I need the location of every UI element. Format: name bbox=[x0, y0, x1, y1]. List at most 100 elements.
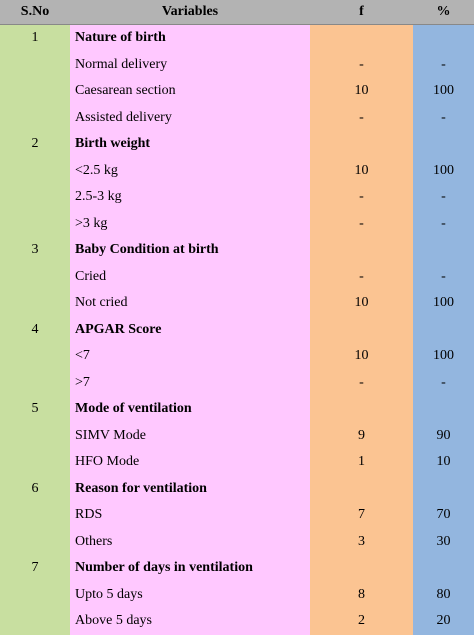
cell-f: 3 bbox=[310, 528, 413, 555]
table-row: Normal delivery - - bbox=[0, 51, 474, 78]
table-row: Above 5 days 2 20 bbox=[0, 608, 474, 635]
cell-pct: - bbox=[413, 263, 474, 290]
cell-f: - bbox=[310, 210, 413, 237]
table-row: SIMV Mode 9 90 bbox=[0, 422, 474, 449]
cell-pct: 100 bbox=[413, 343, 474, 370]
cell-sno: 5 bbox=[0, 396, 70, 423]
cell-sno: 4 bbox=[0, 316, 70, 343]
cell-variable: Above 5 days bbox=[70, 608, 310, 635]
table-row: Caesarean section 10 100 bbox=[0, 78, 474, 105]
cell-variable: Not cried bbox=[70, 290, 310, 317]
header-pct: % bbox=[413, 0, 474, 25]
cell-f: 8 bbox=[310, 581, 413, 608]
cell-f bbox=[310, 475, 413, 502]
section-row: 1 Nature of birth bbox=[0, 24, 474, 52]
cell-pct bbox=[413, 396, 474, 423]
cell-sno: 3 bbox=[0, 237, 70, 264]
cell-sno bbox=[0, 528, 70, 555]
cell-variable: Caesarean section bbox=[70, 78, 310, 105]
cell-variable: Cried bbox=[70, 263, 310, 290]
cell-section-title: Number of days in ventilation bbox=[70, 555, 310, 582]
cell-pct bbox=[413, 475, 474, 502]
cell-variable: Normal delivery bbox=[70, 51, 310, 78]
cell-pct: - bbox=[413, 51, 474, 78]
section-row: 3 Baby Condition at birth bbox=[0, 237, 474, 264]
cell-variable: Others bbox=[70, 528, 310, 555]
cell-f: 10 bbox=[310, 343, 413, 370]
cell-pct: 20 bbox=[413, 608, 474, 635]
cell-pct: 70 bbox=[413, 502, 474, 529]
cell-pct bbox=[413, 555, 474, 582]
cell-sno bbox=[0, 449, 70, 476]
cell-pct: 100 bbox=[413, 78, 474, 105]
cell-pct: - bbox=[413, 184, 474, 211]
cell-variable: RDS bbox=[70, 502, 310, 529]
cell-pct bbox=[413, 24, 474, 52]
cell-pct: 10 bbox=[413, 449, 474, 476]
cell-pct: - bbox=[413, 210, 474, 237]
cell-variable: >7 bbox=[70, 369, 310, 396]
table-row: >7- - bbox=[0, 369, 474, 396]
cell-pct bbox=[413, 316, 474, 343]
cell-f: 10 bbox=[310, 157, 413, 184]
cell-variable: Upto 5 days bbox=[70, 581, 310, 608]
cell-f: 9 bbox=[310, 422, 413, 449]
cell-variable: Assisted delivery bbox=[70, 104, 310, 131]
cell-variable: <7 bbox=[70, 343, 310, 370]
table-row: <2.5 kg 10 100 bbox=[0, 157, 474, 184]
section-row: 2 Birth weight bbox=[0, 131, 474, 158]
cell-sno bbox=[0, 343, 70, 370]
cell-section-title: Baby Condition at birth bbox=[70, 237, 310, 264]
cell-section-title: Birth weight bbox=[70, 131, 310, 158]
cell-variable: SIMV Mode bbox=[70, 422, 310, 449]
cell-sno bbox=[0, 184, 70, 211]
cell-f: - bbox=[310, 369, 413, 396]
cell-sno bbox=[0, 104, 70, 131]
cell-variable: <2.5 kg bbox=[70, 157, 310, 184]
section-row: 5 Mode of ventilation bbox=[0, 396, 474, 423]
header-row: S.No Variables f % bbox=[0, 0, 474, 25]
cell-f bbox=[310, 316, 413, 343]
table-row: <7 10 100 bbox=[0, 343, 474, 370]
cell-pct bbox=[413, 237, 474, 264]
cell-f: - bbox=[310, 51, 413, 78]
cell-f: - bbox=[310, 263, 413, 290]
cell-f: 2 bbox=[310, 608, 413, 635]
cell-pct: 100 bbox=[413, 290, 474, 317]
cell-sno bbox=[0, 290, 70, 317]
cell-sno: 6 bbox=[0, 475, 70, 502]
section-row: 7 Number of days in ventilation bbox=[0, 555, 474, 582]
cell-f: 7 bbox=[310, 502, 413, 529]
header-variables: Variables bbox=[70, 0, 310, 25]
table-row: >3 kg - - bbox=[0, 210, 474, 237]
cell-section-title: Nature of birth bbox=[70, 24, 310, 52]
table-row: HFO Mode 1 10 bbox=[0, 449, 474, 476]
cell-pct: 80 bbox=[413, 581, 474, 608]
cell-sno: 2 bbox=[0, 131, 70, 158]
table-row: Upto 5 days 8 80 bbox=[0, 581, 474, 608]
section-row: 6 Reason for ventilation bbox=[0, 475, 474, 502]
cell-sno bbox=[0, 263, 70, 290]
cell-section-title: Reason for ventilation bbox=[70, 475, 310, 502]
cell-f: - bbox=[310, 104, 413, 131]
cell-section-title: APGAR Score bbox=[70, 316, 310, 343]
cell-f: 10 bbox=[310, 78, 413, 105]
cell-f bbox=[310, 555, 413, 582]
header-sno: S.No bbox=[0, 0, 70, 25]
table-row: Not cried 10 100 bbox=[0, 290, 474, 317]
table-row: Assisted delivery - - bbox=[0, 104, 474, 131]
table-row: RDS 7 70 bbox=[0, 502, 474, 529]
cell-sno bbox=[0, 581, 70, 608]
cell-variable: >3 kg bbox=[70, 210, 310, 237]
cell-f bbox=[310, 396, 413, 423]
table-row: 2.5-3 kg - - bbox=[0, 184, 474, 211]
section-row: 4 APGAR Score bbox=[0, 316, 474, 343]
cell-variable: HFO Mode bbox=[70, 449, 310, 476]
table-row: Others 3 30 bbox=[0, 528, 474, 555]
cell-pct: - bbox=[413, 369, 474, 396]
cell-variable: 2.5-3 kg bbox=[70, 184, 310, 211]
table-row: Cried - - bbox=[0, 263, 474, 290]
cell-sno bbox=[0, 608, 70, 635]
cell-pct bbox=[413, 131, 474, 158]
